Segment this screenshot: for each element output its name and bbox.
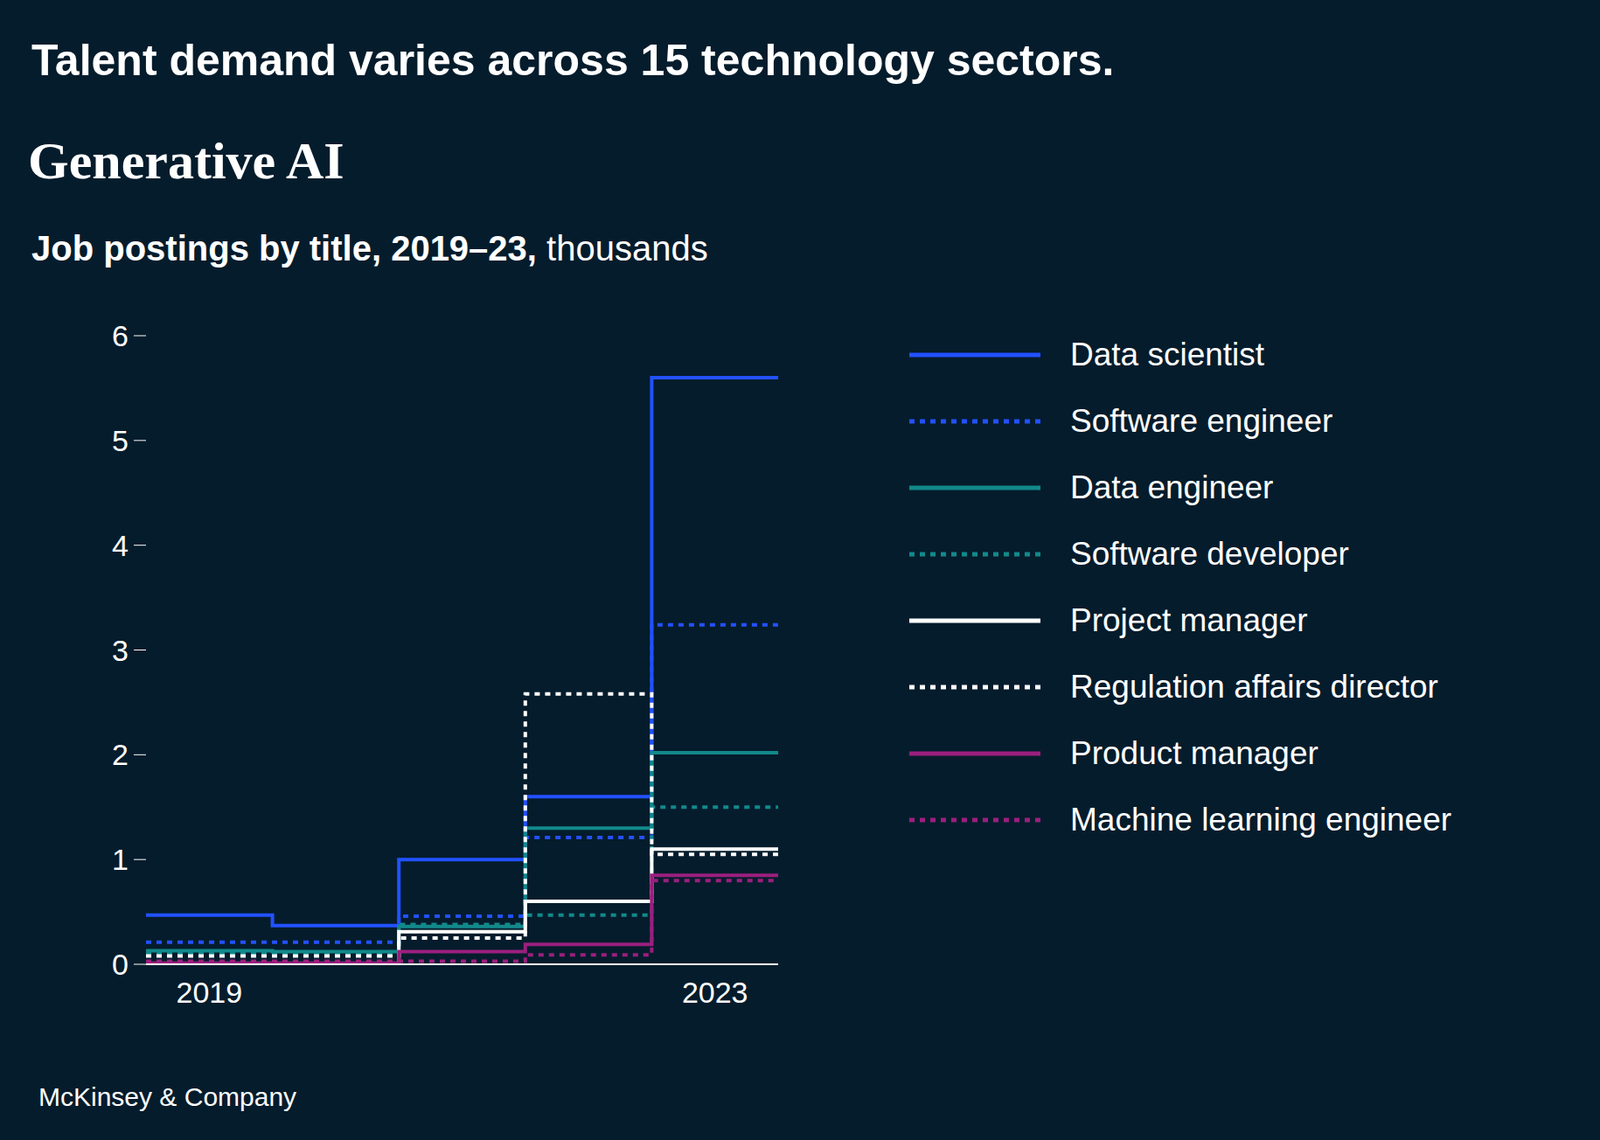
- html-text:Job postings by title, 2019–23: Job postings by title, 2019–23, thousand…: [31, 229, 708, 268]
- svg-text:0: 0: [111, 947, 129, 981]
- html-text:Talent demand varies across 15: Talent demand varies across 15 technolog…: [31, 35, 1115, 85]
- svg-text:2019: 2019: [175, 975, 243, 1009]
- html-text:Regulation affairs director: Regulation affairs director: [1070, 668, 1439, 705]
- svg-text:6: 6: [111, 319, 129, 353]
- svg-text:5: 5: [111, 424, 129, 458]
- svg-text:3: 3: [111, 633, 129, 668]
- html-text:Software engineer: Software engineer: [1070, 403, 1333, 439]
- html-text:Machine learning engineer: Machine learning engineer: [1070, 801, 1452, 838]
- svg-text:1: 1: [111, 842, 129, 877]
- html-text:Software developer: Software developer: [1070, 535, 1349, 572]
- html-text:McKinsey & Company: McKinsey & Company: [38, 1082, 297, 1112]
- html-text:Data scientist: Data scientist: [1070, 336, 1265, 373]
- html-text:Project manager: Project manager: [1070, 602, 1308, 639]
- svg-text:2: 2: [111, 737, 129, 772]
- html-text:Product manager: Product manager: [1070, 735, 1319, 772]
- html-text:Generative AI: Generative AI: [27, 132, 345, 190]
- svg-text:4: 4: [111, 528, 129, 563]
- html-text:Data engineer: Data engineer: [1070, 469, 1274, 506]
- svg-text:2023: 2023: [681, 975, 749, 1009]
